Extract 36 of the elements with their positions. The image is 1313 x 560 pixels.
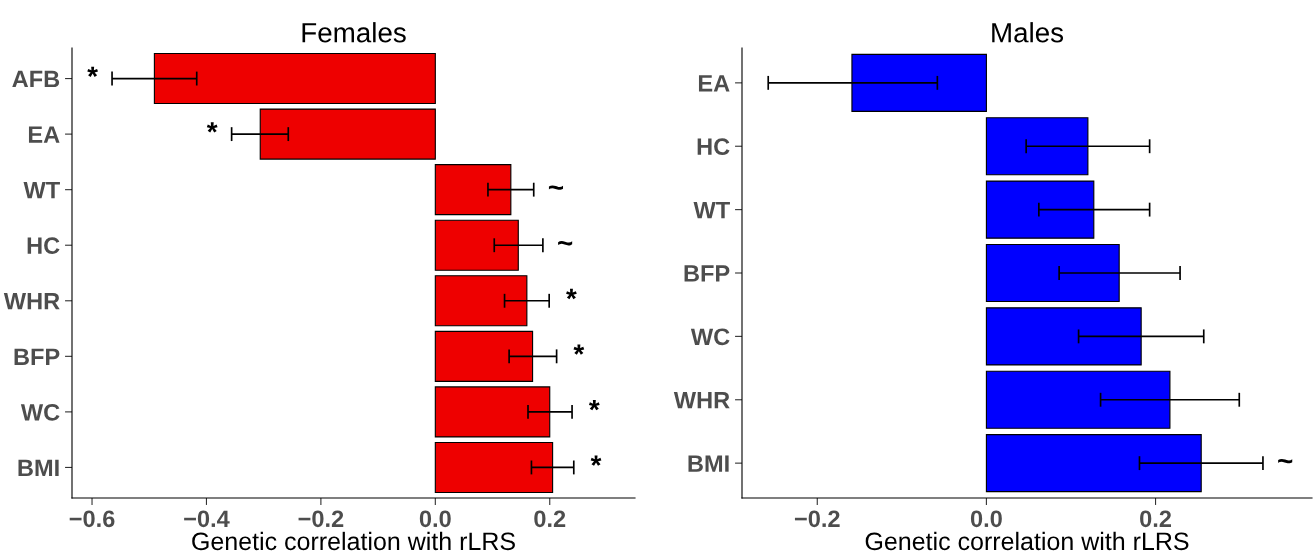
data-label: ~ — [1278, 458, 1293, 464]
y-tick-label: HC — [697, 138, 730, 156]
x-axis-title: Genetic correlation with rLRS — [192, 531, 515, 551]
y-tick-label: BMI — [18, 459, 59, 476]
data-label: ~ — [558, 241, 573, 246]
x-tick-label: −0.2 — [794, 510, 840, 528]
y-tick-label: BFP — [684, 265, 730, 282]
y-tick-label: AFB — [12, 70, 60, 88]
y-tick-label: BFP — [14, 348, 60, 365]
y-tick-label: WHR — [3, 293, 60, 310]
data-label: * — [573, 344, 585, 355]
y-tick-label: WC — [690, 328, 730, 346]
x-tick-label: −0.2 — [298, 510, 344, 528]
data-label: * — [590, 455, 602, 466]
y-tick-label: WT — [23, 181, 60, 199]
chart-title: Females — [302, 22, 406, 43]
x-axis-title: Genetic correlation with rLRS — [865, 531, 1189, 551]
y-tick-label: WT — [693, 201, 730, 219]
y-tick-label: BMI — [688, 455, 729, 472]
data-label: * — [87, 66, 98, 77]
x-tick-label: −0.6 — [69, 510, 115, 528]
data-label: ~ — [548, 185, 564, 190]
y-tick-label: EA — [698, 75, 730, 92]
x-tick-label: 0.0 — [970, 510, 1002, 528]
y-tick-label: HC — [27, 237, 60, 255]
data-label: * — [206, 122, 218, 133]
x-tick-label: −0.4 — [184, 510, 230, 528]
y-tick-label: WC — [20, 403, 60, 421]
x-tick-label: 0.2 — [534, 510, 566, 528]
y-tick-label: WHR — [673, 392, 730, 409]
chart-title: Males — [992, 22, 1064, 43]
data-label: * — [566, 288, 577, 300]
x-tick-label: 0.0 — [419, 510, 451, 528]
x-tick-label: 0.2 — [1140, 510, 1172, 528]
y-tick-label: EA — [28, 126, 60, 143]
data-label: * — [588, 399, 600, 411]
